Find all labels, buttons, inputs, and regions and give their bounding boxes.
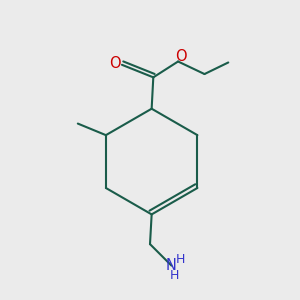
Text: H: H: [170, 269, 179, 282]
Text: O: O: [109, 56, 121, 71]
Text: N: N: [166, 258, 177, 273]
Text: H: H: [176, 253, 185, 266]
Text: O: O: [175, 49, 187, 64]
